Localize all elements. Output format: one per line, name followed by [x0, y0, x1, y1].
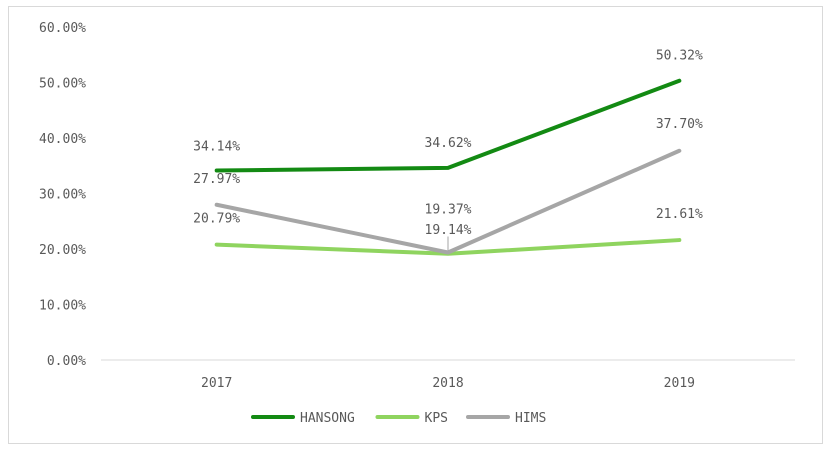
data-label-hansong: 34.14%: [193, 140, 240, 155]
y-tick-label: 40.00%: [39, 132, 86, 147]
data-label-hims: 19.37%: [425, 202, 472, 217]
x-tick-label: 2019: [664, 376, 695, 391]
legend-label-kps: KPS: [425, 411, 448, 426]
x-tick-label: 2018: [432, 376, 463, 391]
y-tick-label: 50.00%: [39, 77, 86, 92]
legend-label-hansong: HANSONG: [300, 411, 355, 426]
x-tick-label: 2017: [201, 376, 232, 391]
series-line-hims: [214, 148, 682, 255]
data-label-hims: 27.97%: [193, 172, 240, 187]
data-label-kps: 21.61%: [656, 207, 703, 222]
data-label-hims: 37.70%: [656, 117, 703, 132]
y-tick-label: 20.00%: [39, 243, 86, 258]
y-tick-label: 30.00%: [39, 188, 86, 203]
line-chart: 0.00% 10.00% 20.00% 30.00% 40.00% 50.00% 60.00…: [39, 21, 795, 426]
data-label-kps: 19.14%: [425, 223, 472, 238]
series-line-hansong: [214, 78, 682, 173]
legend-label-hims: HIMS: [515, 411, 546, 426]
data-label-hansong: 50.32%: [656, 49, 703, 64]
y-tick-label: 60.00%: [39, 21, 86, 36]
chart-frame: 0.00% 10.00% 20.00% 30.00% 40.00% 50.00% 60.00…: [8, 6, 823, 444]
data-label-kps: 20.79%: [193, 212, 240, 227]
y-tick-label: 0.00%: [47, 354, 86, 369]
y-tick-label: 10.00%: [39, 299, 86, 314]
data-label-hansong: 34.62%: [425, 136, 472, 151]
